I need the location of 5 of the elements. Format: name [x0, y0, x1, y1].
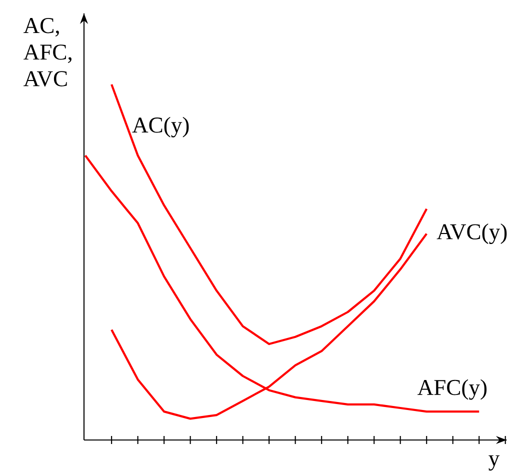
- series-label: AC(y): [132, 116, 189, 138]
- y-axis-title: AC, AFC, AVC: [24, 18, 72, 86]
- series-label: AVC(y): [436, 224, 507, 244]
- series-label: AFC(y): [418, 379, 487, 400]
- x-axis-title: y: [488, 455, 500, 471]
